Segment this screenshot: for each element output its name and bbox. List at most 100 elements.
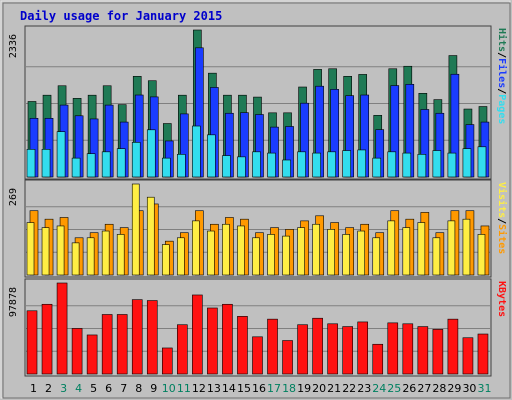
bar-kbytes xyxy=(131,299,143,375)
panel-legend: Hits/Files/Pages xyxy=(496,28,508,124)
day-label: 18 xyxy=(282,382,296,395)
bar-visits xyxy=(131,183,140,276)
legend-entry: KBytes xyxy=(496,281,507,317)
day-label: 8 xyxy=(135,382,142,395)
bar-kbytes xyxy=(86,334,98,375)
panel-max-label: 269 xyxy=(8,188,19,206)
legend-entry: / xyxy=(496,218,507,224)
day-label: 14 xyxy=(222,382,236,395)
bar-visits xyxy=(71,242,80,276)
chart-title: Daily usage for January 2015 xyxy=(20,9,222,23)
panel-frame xyxy=(24,25,492,180)
bar-kbytes xyxy=(417,326,429,375)
bar-pages xyxy=(357,149,367,178)
bar-visits xyxy=(402,227,411,276)
day-label: 30 xyxy=(462,382,476,395)
bar-visits xyxy=(192,220,200,276)
bar-visits xyxy=(432,237,441,276)
bar-pages xyxy=(432,150,442,178)
bar-pages xyxy=(252,151,261,178)
day-label: 2 xyxy=(45,382,52,395)
legend-entry: Hits xyxy=(496,28,508,52)
day-label: 25 xyxy=(387,382,401,395)
bar-kbytes xyxy=(101,314,113,375)
legend-entry: Sites xyxy=(496,224,508,254)
bar-visits xyxy=(282,235,290,276)
bar-visits xyxy=(41,227,50,276)
bar-visits xyxy=(56,225,65,276)
bar-pages xyxy=(146,129,156,178)
bar-kbytes xyxy=(26,310,38,375)
bar-pages xyxy=(207,134,216,178)
bar-kbytes xyxy=(71,328,83,375)
day-label: 22 xyxy=(342,382,356,395)
bar-visits xyxy=(26,222,35,276)
day-label: 4 xyxy=(75,382,82,395)
bar-pages xyxy=(177,154,186,178)
bar-pages xyxy=(56,131,66,178)
bar-kbytes xyxy=(342,326,353,375)
bar-kbytes xyxy=(146,300,158,375)
bar-visits xyxy=(86,237,95,276)
bar-visits xyxy=(327,229,335,276)
bar-visits xyxy=(252,237,260,276)
legend-entry: / xyxy=(496,52,507,58)
bar-kbytes xyxy=(177,324,188,375)
bar-kbytes xyxy=(56,282,68,375)
bar-visits xyxy=(357,230,366,276)
day-label: 1 xyxy=(30,382,37,395)
bar-pages xyxy=(41,149,51,178)
bar-kbytes xyxy=(297,324,308,375)
panel-frame xyxy=(24,278,492,377)
bar-pages xyxy=(342,150,351,178)
bar-kbytes xyxy=(402,323,414,375)
bar-kbytes xyxy=(432,329,444,375)
bar-kbytes xyxy=(161,347,173,375)
panel-visits-sites: 269 Visits/Sites xyxy=(8,179,508,278)
bar-kbytes xyxy=(237,316,248,375)
day-label: 9 xyxy=(150,382,157,395)
bar-pages xyxy=(192,125,201,178)
bar-visits xyxy=(477,234,486,276)
day-label: 7 xyxy=(120,382,127,395)
day-label: 13 xyxy=(207,382,221,395)
bar-visits xyxy=(372,237,381,276)
bar-pages xyxy=(131,142,141,178)
bar-visits xyxy=(267,234,275,276)
bar-pages xyxy=(417,154,427,178)
bar-visits xyxy=(342,234,350,276)
bar-kbytes xyxy=(387,322,399,375)
legend-entry: / xyxy=(496,88,507,94)
panel-max-label: 2336 xyxy=(8,34,19,58)
bar-pages xyxy=(402,152,412,178)
panel-legend: KBytes xyxy=(496,281,507,317)
day-label: 27 xyxy=(417,382,431,395)
day-label: 6 xyxy=(105,382,112,395)
day-label: 19 xyxy=(297,382,311,395)
bar-pages xyxy=(447,152,457,178)
bar-kbytes xyxy=(252,336,263,375)
bar-pages xyxy=(86,153,96,178)
bar-kbytes xyxy=(327,323,338,375)
bar-pages xyxy=(116,148,126,178)
bar-pages xyxy=(327,151,336,178)
day-label: 12 xyxy=(192,382,206,395)
legend-entry: Visits xyxy=(496,182,508,218)
bar-visits xyxy=(417,222,426,276)
bar-kbytes xyxy=(462,337,474,375)
bar-pages xyxy=(26,149,36,178)
panel-frame xyxy=(24,179,492,278)
day-label: 20 xyxy=(312,382,326,395)
bar-visits xyxy=(222,223,230,276)
bar-pages xyxy=(372,157,382,178)
day-label: 11 xyxy=(177,382,191,395)
panel-max-label: 97878 xyxy=(8,287,19,317)
bar-kbytes xyxy=(41,303,53,375)
bar-pages xyxy=(387,151,397,178)
bar-kbytes xyxy=(116,314,128,375)
legend-entry: Files xyxy=(496,58,508,88)
bar-visits xyxy=(462,218,471,276)
day-label: 23 xyxy=(357,382,371,395)
